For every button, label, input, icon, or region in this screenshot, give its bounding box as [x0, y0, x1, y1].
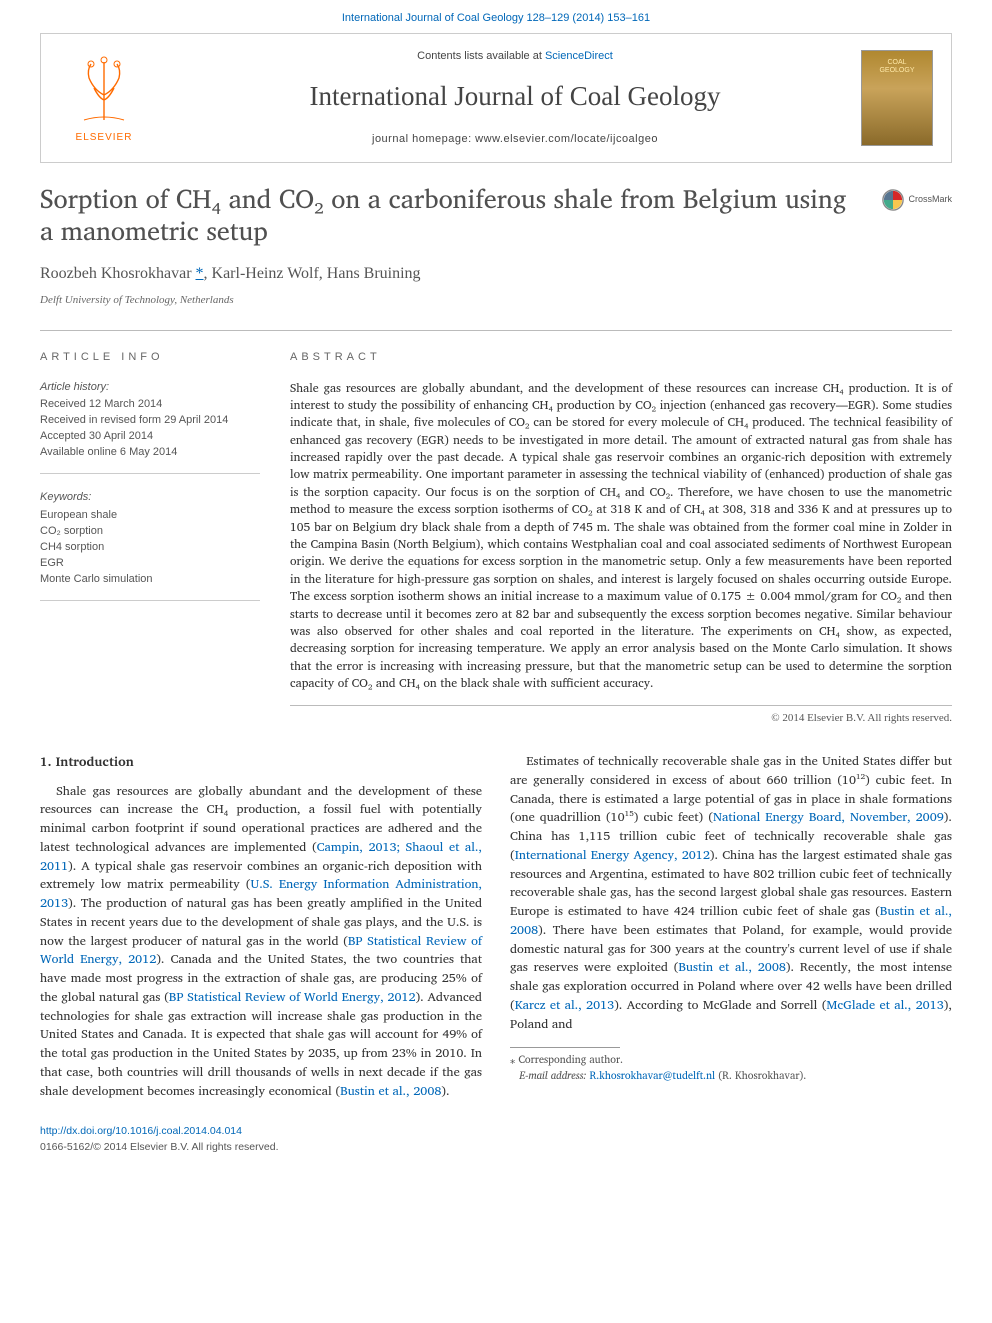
citation-link[interactable]: McGlade et al., 2013 — [826, 995, 943, 1015]
elsevier-logo-text: ELSEVIER — [76, 130, 133, 145]
contents-prefix: Contents lists available at — [417, 50, 545, 62]
citation-link[interactable]: BP Statistical Review of World Energy, 2… — [169, 987, 416, 1007]
meta-abstract-row: ARTICLE INFO Article history: Received 1… — [40, 330, 952, 726]
abstract-column: ABSTRACT Shale gas resources are globall… — [290, 349, 952, 726]
citation-link[interactable]: National Energy Board, November, 2009 — [713, 807, 944, 827]
abstract-text: Shale gas resources are globally abundan… — [290, 380, 952, 706]
article-history-block: Article history: Received 12 March 2014 … — [40, 380, 260, 475]
citation-link[interactable]: Bustin et al., 2008 — [678, 957, 786, 977]
issn-copyright: 0166-5162/© 2014 Elsevier B.V. All right… — [40, 1141, 279, 1153]
keywords-label: Keywords: — [40, 490, 260, 506]
body-text: ). According to McGlade and Sorrell ( — [614, 995, 826, 1015]
article-info-column: ARTICLE INFO Article history: Received 1… — [40, 349, 260, 726]
article-title: Sorption of CH₄ and CO₂ on a carbonifero… — [40, 183, 860, 248]
elsevier-tree-icon — [69, 50, 139, 130]
journal-header-box: ELSEVIER Contents lists available at Sci… — [40, 33, 952, 163]
affiliation: Delft University of Technology, Netherla… — [40, 292, 952, 309]
authors-rest: , Karl-Heinz Wolf, Hans Bruining — [204, 265, 421, 282]
elsevier-logo: ELSEVIER — [59, 48, 149, 148]
citation-link[interactable]: Karcz et al., 2013 — [515, 995, 615, 1015]
author-corresponding: Roozbeh Khosrokhavar — [40, 265, 192, 282]
footnote-separator — [510, 1047, 620, 1048]
history-line: Available online 6 May 2014 — [40, 445, 260, 461]
doi-link[interactable]: http://dx.doi.org/10.1016/j.coal.2014.04… — [40, 1125, 242, 1137]
keyword: CH4 sorption — [40, 540, 260, 556]
history-line: Received in revised form 29 April 2014 — [40, 413, 260, 429]
journal-homepage-line: journal homepage: www.elsevier.com/locat… — [169, 131, 861, 148]
journal-title: International Journal of Coal Geology — [169, 76, 861, 117]
authors-line: Roozbeh Khosrokhavar *, Karl-Heinz Wolf,… — [40, 262, 952, 286]
keywords-block: Keywords: European shale CO₂ sorption CH… — [40, 490, 260, 601]
contents-lists-line: Contents lists available at ScienceDirec… — [169, 48, 861, 65]
sciencedirect-link[interactable]: ScienceDirect — [545, 50, 613, 62]
cover-text-1: COAL — [887, 59, 906, 67]
abstract-heading: ABSTRACT — [290, 349, 952, 366]
email-label: E-mail address: — [519, 1066, 586, 1084]
body-text: ). — [441, 1081, 449, 1101]
section-1-heading: 1. Introduction — [40, 752, 482, 772]
header-center: Contents lists available at ScienceDirec… — [169, 48, 861, 148]
history-label: Article history: — [40, 380, 260, 396]
citation-link[interactable]: International Energy Agency, 2012 — [515, 845, 710, 865]
body-columns: 1. Introduction Shale gas resources are … — [40, 752, 952, 1100]
keyword: EGR — [40, 556, 260, 572]
citation-link[interactable]: Bustin et al., 2008 — [340, 1081, 441, 1101]
crossmark-icon — [882, 189, 904, 211]
journal-cover-thumb: COAL GEOLOGY — [861, 50, 933, 146]
corr-email-link[interactable]: R.khosrokhavar@tudelft.nl — [590, 1066, 716, 1084]
page-footer: http://dx.doi.org/10.1016/j.coal.2014.04… — [40, 1124, 952, 1156]
body-paragraph: Estimates of technically recoverable sha… — [510, 752, 952, 1033]
crossmark-label: CrossMark — [908, 193, 952, 207]
cover-text-2: GEOLOGY — [879, 67, 914, 75]
corresponding-symbol[interactable]: * — [196, 265, 204, 282]
abstract-copyright: © 2014 Elsevier B.V. All rights reserved… — [290, 710, 952, 727]
article-head: CrossMark Sorption of CH₄ and CO₂ on a c… — [40, 183, 952, 309]
keyword: CO₂ sorption — [40, 524, 260, 540]
top-citation-bar: International Journal of Coal Geology 12… — [0, 0, 992, 33]
crossmark-badge[interactable]: CrossMark — [882, 189, 952, 211]
top-citation-link[interactable]: International Journal of Coal Geology 12… — [342, 12, 650, 24]
keyword: Monte Carlo simulation — [40, 572, 260, 588]
body-paragraph: Shale gas resources are globally abundan… — [40, 782, 482, 1101]
history-line: Received 12 March 2014 — [40, 397, 260, 413]
email-who: (R. Khosrokhavar). — [718, 1066, 806, 1084]
history-line: Accepted 30 April 2014 — [40, 429, 260, 445]
corresponding-footnote: ⁎ Corresponding author. E-mail address: … — [510, 1052, 952, 1084]
article-info-heading: ARTICLE INFO — [40, 349, 260, 366]
keyword: European shale — [40, 508, 260, 524]
